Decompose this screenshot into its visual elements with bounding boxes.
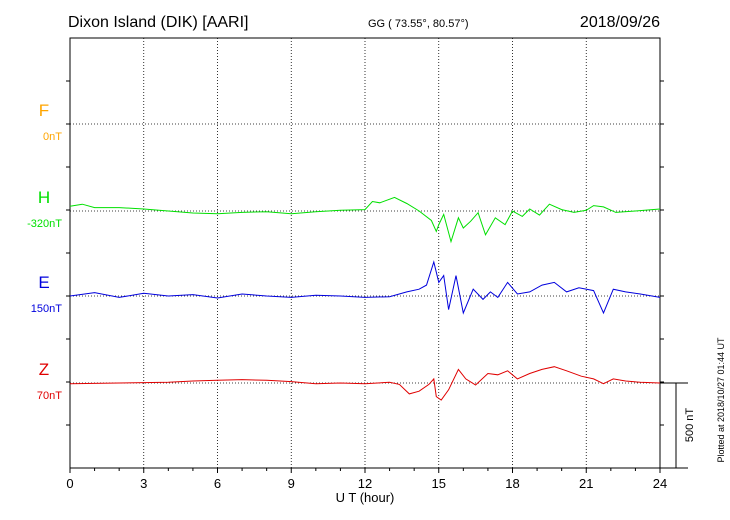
plot-frame bbox=[69, 37, 661, 469]
series-f-baseline: 0nT bbox=[43, 131, 62, 143]
series-f-name: F bbox=[39, 101, 49, 120]
series-e-baseline: 150nT bbox=[31, 303, 62, 315]
x-tick-label: 15 bbox=[432, 476, 446, 491]
series-z-baseline: 70nT bbox=[37, 390, 62, 402]
component-labels: F 0nT H -320nT E 150nT Z 70nT bbox=[27, 101, 62, 402]
series-h-name: H bbox=[38, 188, 50, 207]
station-title: Dixon Island (DIK) [AARI] bbox=[68, 14, 249, 31]
plotted-timestamp: Plotted at 2018/10/27 01:44 UT bbox=[716, 337, 726, 463]
grid-lines bbox=[70, 38, 660, 468]
geographic-coords: GG ( 73.55°, 80.57°) bbox=[368, 18, 469, 30]
series-h-line bbox=[69, 196, 661, 244]
scale-bar-label: 500 nT bbox=[684, 408, 696, 443]
series-h-baseline: -320nT bbox=[27, 218, 62, 230]
x-tick-label: 3 bbox=[140, 476, 147, 491]
data-series bbox=[69, 196, 661, 401]
x-tick-label: 12 bbox=[358, 476, 372, 491]
series-z-name: Z bbox=[39, 360, 49, 379]
x-tick-label: 24 bbox=[653, 476, 667, 491]
series-z-line bbox=[69, 366, 661, 401]
x-tick-label: 9 bbox=[288, 476, 295, 491]
x-tick-label: 0 bbox=[66, 476, 73, 491]
x-tick-label: 21 bbox=[579, 476, 593, 491]
scale-bar: 500 nT bbox=[660, 382, 696, 469]
series-e-line bbox=[69, 260, 661, 315]
series-e-name: E bbox=[38, 273, 49, 292]
date-label: 2018/09/26 bbox=[580, 14, 660, 31]
axis-ticks: 0 3 6 9 12 15 18 21 24 bbox=[66, 80, 667, 491]
x-tick-label: 6 bbox=[214, 476, 221, 491]
x-tick-label: 18 bbox=[505, 476, 519, 491]
x-axis-label: U T (hour) bbox=[336, 490, 395, 505]
